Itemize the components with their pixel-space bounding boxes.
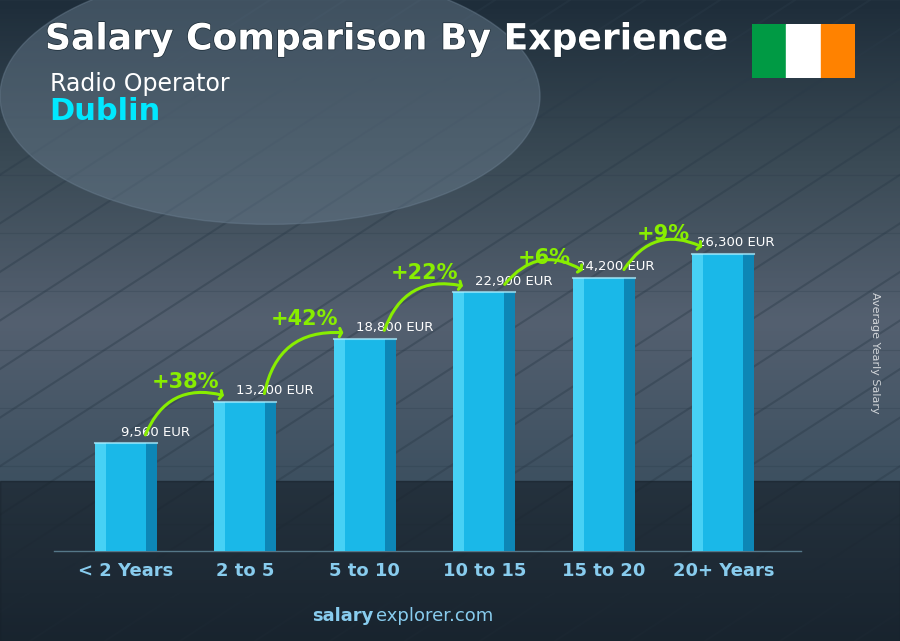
- Bar: [334, 338, 345, 551]
- Text: 13,200 EUR: 13,200 EUR: [237, 385, 314, 397]
- Text: +38%: +38%: [152, 372, 220, 392]
- Bar: [334, 338, 396, 551]
- Bar: [624, 278, 634, 551]
- Ellipse shape: [0, 0, 540, 224]
- Bar: [146, 443, 157, 551]
- Text: 26,300 EUR: 26,300 EUR: [697, 237, 774, 249]
- Bar: [266, 402, 276, 551]
- Text: +22%: +22%: [391, 263, 458, 283]
- Bar: [94, 443, 157, 551]
- Bar: [454, 292, 516, 551]
- Bar: [572, 278, 584, 551]
- Bar: [692, 254, 754, 551]
- Bar: [572, 278, 634, 551]
- Text: 9,560 EUR: 9,560 EUR: [122, 426, 190, 438]
- Text: 22,900 EUR: 22,900 EUR: [475, 275, 553, 288]
- Text: Dublin: Dublin: [50, 97, 161, 126]
- Text: salary: salary: [312, 607, 373, 625]
- Bar: [743, 254, 754, 551]
- Text: explorer.com: explorer.com: [376, 607, 493, 625]
- Bar: [214, 402, 276, 551]
- Bar: [94, 443, 106, 551]
- Bar: [692, 254, 704, 551]
- Bar: [214, 402, 225, 551]
- Bar: [0, 481, 900, 641]
- Text: Radio Operator: Radio Operator: [50, 72, 230, 96]
- Text: 24,200 EUR: 24,200 EUR: [577, 260, 654, 273]
- Text: Salary Comparison By Experience: Salary Comparison By Experience: [45, 22, 728, 56]
- Text: Average Yearly Salary: Average Yearly Salary: [869, 292, 880, 413]
- Bar: [384, 338, 396, 551]
- Text: +9%: +9%: [637, 224, 690, 244]
- Bar: [752, 24, 786, 78]
- Text: +42%: +42%: [271, 309, 338, 329]
- Text: 18,800 EUR: 18,800 EUR: [356, 321, 433, 334]
- Bar: [504, 292, 516, 551]
- Text: +6%: +6%: [518, 248, 571, 268]
- Bar: [821, 24, 855, 78]
- Bar: [786, 24, 821, 78]
- Bar: [454, 292, 464, 551]
